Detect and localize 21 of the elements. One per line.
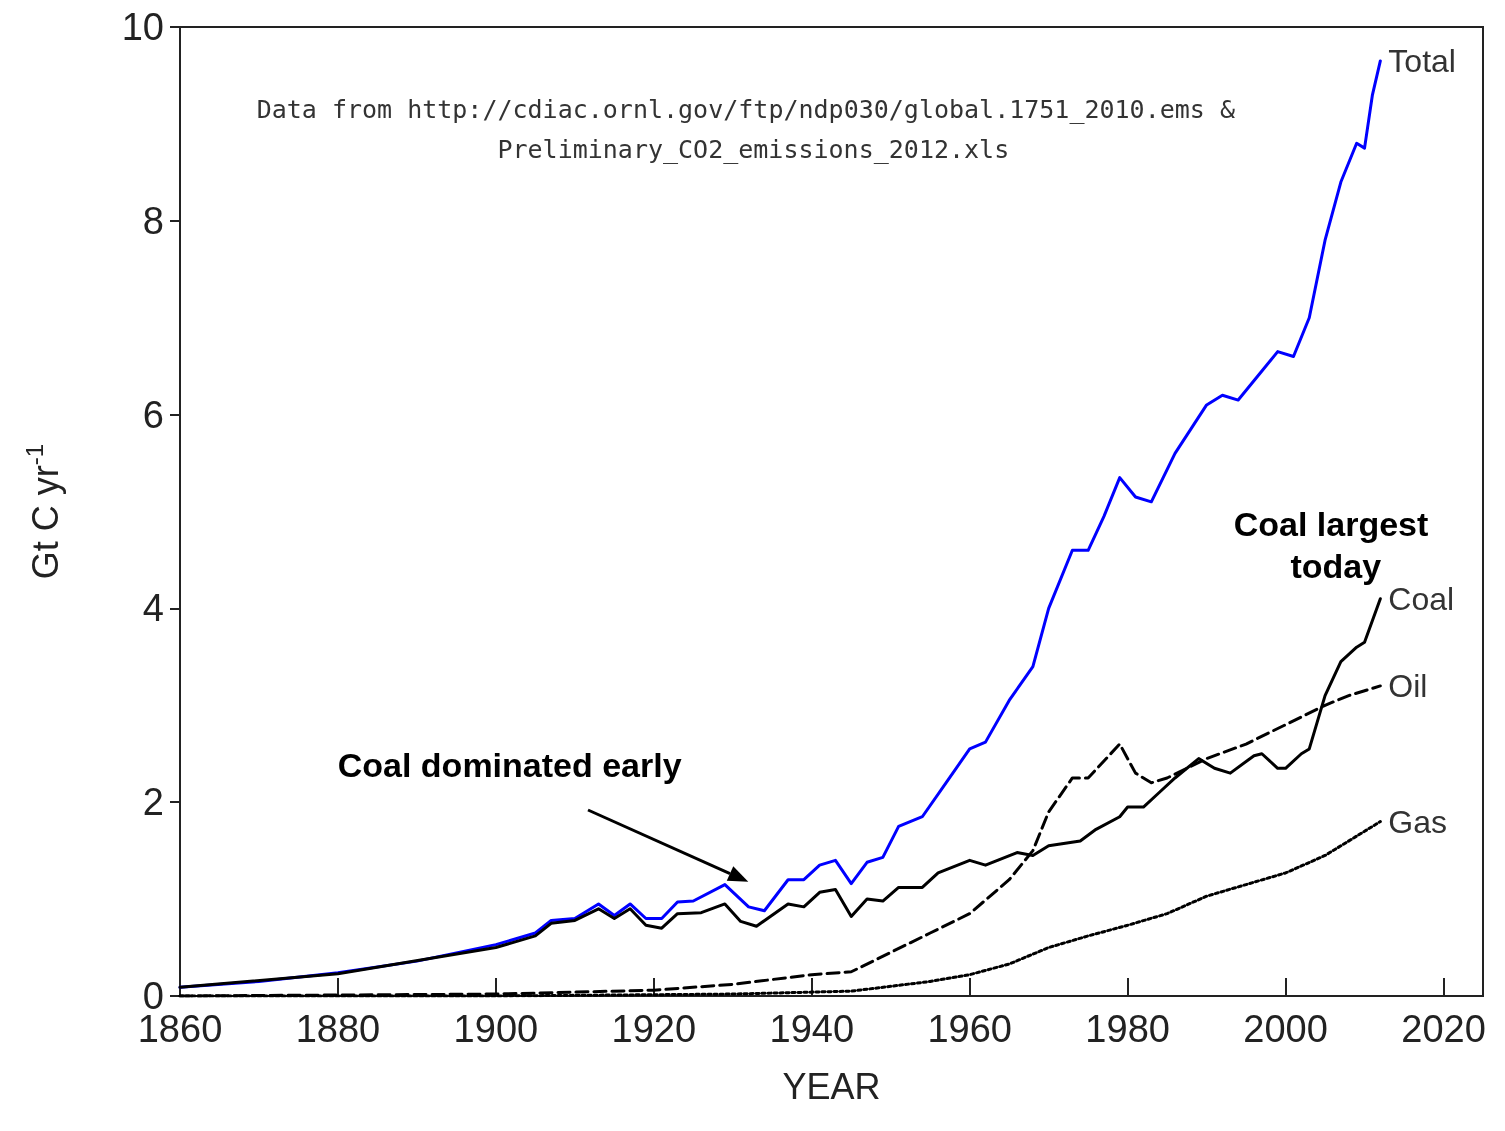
y-axis-title: Gt C yr-1 bbox=[20, 443, 66, 580]
series-label: Oil bbox=[1388, 667, 1428, 704]
x-tick-label: 1920 bbox=[611, 1008, 697, 1050]
x-tick-label: 2000 bbox=[1243, 1008, 1328, 1050]
x-tick-label: 1900 bbox=[453, 1008, 539, 1050]
y-tick-label: 2 bbox=[142, 781, 164, 824]
y-tick-label: 6 bbox=[142, 393, 164, 436]
x-tick-label: 1940 bbox=[769, 1008, 855, 1050]
x-axis-title: YEAR bbox=[782, 1065, 881, 1107]
x-tick-label: 1980 bbox=[1085, 1008, 1170, 1050]
x-tick-label: 1880 bbox=[295, 1008, 381, 1050]
series-label: Total bbox=[1388, 42, 1456, 79]
y-tick-label: 10 bbox=[121, 6, 164, 48]
annotation: Data from http://cdiac.ornl.gov/ftp/ndp030/global.1751_2010.ems & Preliminary_CO2_emissions_2012.xls bbox=[256, 94, 1251, 164]
x-tick-label: 1860 bbox=[137, 1008, 223, 1050]
x-tick-label: 2020 bbox=[1401, 1008, 1486, 1050]
series-label: Gas bbox=[1388, 803, 1448, 840]
y-tick-label: 4 bbox=[142, 587, 164, 630]
x-tick-label: 1960 bbox=[927, 1008, 1012, 1050]
y-tick-label: 8 bbox=[142, 199, 164, 242]
annotation: Coal dominated early bbox=[337, 746, 682, 785]
